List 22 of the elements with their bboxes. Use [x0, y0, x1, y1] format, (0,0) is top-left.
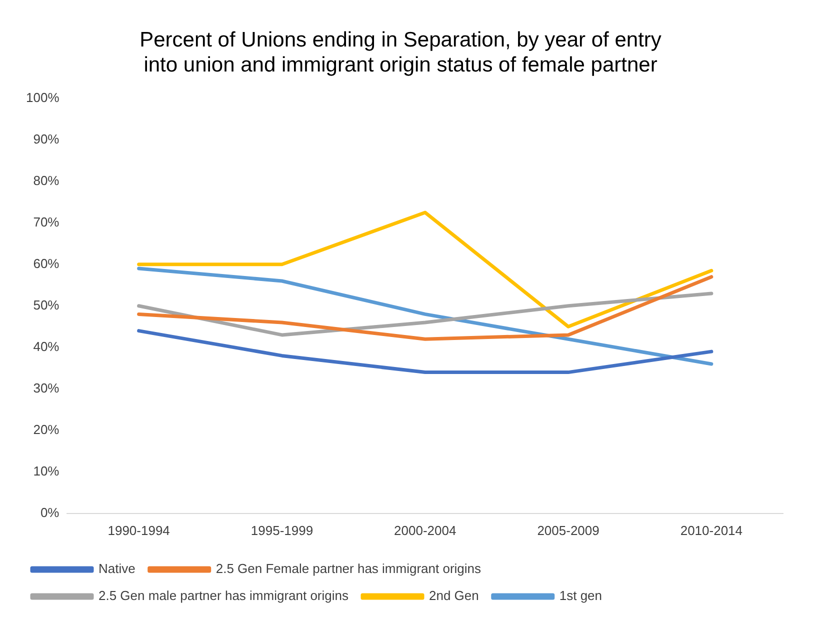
legend-label: Native: [98, 561, 136, 576]
chart-title: Percent of Unions ending in Separation, by year of entry into union and immigrant origin status of female partner: [140, 28, 662, 77]
y-tick-label: 40%: [33, 338, 60, 354]
x-tick-label: 2005-2009: [537, 522, 600, 538]
legend-label: 1st gen: [559, 588, 602, 604]
x-tick-label: 1995-1999: [250, 522, 314, 538]
legend-label: 2.5 Gen male partner has immigrant origins: [98, 588, 349, 604]
y-tick-label: 30%: [33, 380, 60, 396]
x-tick-label: 1990-1994: [108, 522, 170, 538]
x-tick-label: 2000-2004: [394, 522, 456, 538]
y-tick-label: 70%: [33, 214, 60, 230]
legend-label: 2nd Gen: [429, 588, 479, 604]
y-tick-label: 10%: [33, 463, 60, 478]
y-tick-label: 80%: [33, 172, 60, 188]
y-tick-label: 20%: [33, 422, 60, 437]
y-tick-label: 0%: [40, 504, 60, 520]
x-tick-label: 2010-2014: [680, 522, 743, 538]
y-tick-label: 90%: [33, 131, 60, 146]
y-tick-label: 60%: [33, 256, 60, 271]
legend-label: 2.5 Gen Female partner has immigrant origins: [216, 561, 482, 576]
y-tick-label: 50%: [33, 297, 60, 312]
y-tick-label: 100%: [26, 90, 60, 105]
